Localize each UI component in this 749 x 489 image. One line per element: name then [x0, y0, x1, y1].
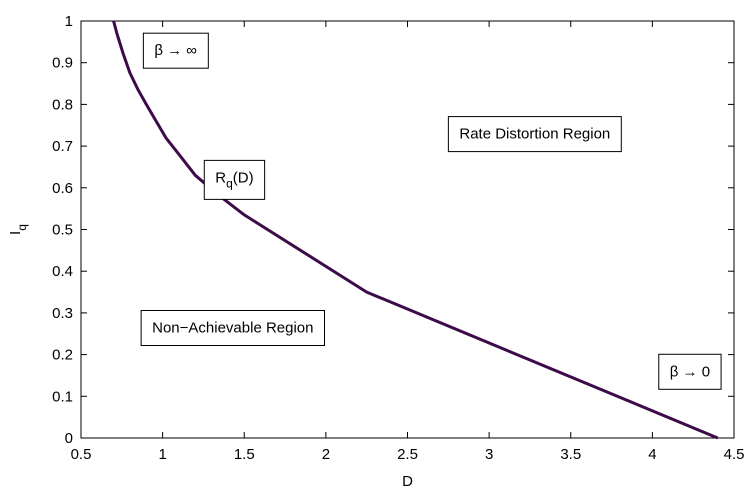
annotation-suffix: (D)	[233, 169, 254, 186]
y-tick-label: 0.9	[52, 55, 73, 72]
axis-titles: D Iq	[7, 224, 413, 489]
x-tick-label: 2	[322, 446, 330, 463]
y-tick-label: 1	[65, 13, 73, 30]
y-axis-title: Iq	[7, 224, 29, 235]
x-tick-label: 3.5	[560, 446, 581, 463]
annotation-box	[203, 159, 266, 200]
x-axis-title: D	[402, 473, 413, 489]
annotation-rq-curve: Rq(D)	[203, 159, 266, 200]
x-tick-label: 4.5	[724, 446, 745, 463]
annotation-box	[142, 32, 209, 69]
annotation-box	[140, 309, 326, 346]
annotation-box	[658, 353, 722, 390]
y-axis-title-main: I	[7, 231, 24, 235]
curve-layer	[112, 20, 719, 440]
x-tick-label: 1.5	[234, 446, 255, 463]
annotation-text: Rate Distortion Region	[459, 126, 610, 143]
annotation-text: β → ∞	[154, 42, 197, 59]
axes: 0.5 1 1.5 2 2.5 3 3.5 4 4.5 0 0.1 0.2 0.3 0.4 0.5 0.6 0.…	[52, 13, 744, 463]
y-tick-label: 0.5	[52, 222, 73, 239]
y-tick-label: 0	[65, 430, 73, 447]
annotation-main: R	[215, 169, 226, 186]
x-tick-label: 3	[485, 446, 493, 463]
x-tick-label: 2.5	[397, 446, 418, 463]
annotation-text: Non−Achievable Region	[152, 319, 313, 336]
annotation-box	[447, 116, 622, 153]
x-tick-label: 4	[648, 446, 656, 463]
rq-curve-line	[112, 20, 719, 440]
y-tick-label: 0.1	[52, 388, 73, 405]
x-tick-label: 1	[158, 446, 166, 463]
y-tick-label: 0.7	[52, 138, 73, 155]
annotation-rate-distortion-region: Rate Distortion Region	[447, 116, 622, 153]
y-tick-label: 0.6	[52, 180, 73, 197]
annotation-beta-zero: β → 0	[658, 353, 722, 390]
y-tick-label: 0.8	[52, 96, 73, 113]
y-axis-title-subscript: q	[15, 224, 29, 231]
annotation-text: Rq(D)	[215, 169, 253, 190]
y-tick-label: 0.3	[52, 305, 73, 322]
annotation-beta-infinity: β → ∞	[142, 32, 209, 69]
annotation-layer: β → ∞ Rq(D) Rate Distortion Region Non−Achi…	[140, 32, 722, 390]
annotation-non-achievable-region: Non−Achievable Region	[140, 309, 326, 346]
x-tick-label: 0.5	[71, 446, 92, 463]
y-tick-label: 0.2	[52, 347, 73, 364]
y-tick-label: 0.4	[52, 263, 73, 280]
annotation-subscript: q	[226, 176, 233, 190]
plot-frame	[80, 20, 735, 439]
annotation-text: β → 0	[670, 363, 710, 380]
